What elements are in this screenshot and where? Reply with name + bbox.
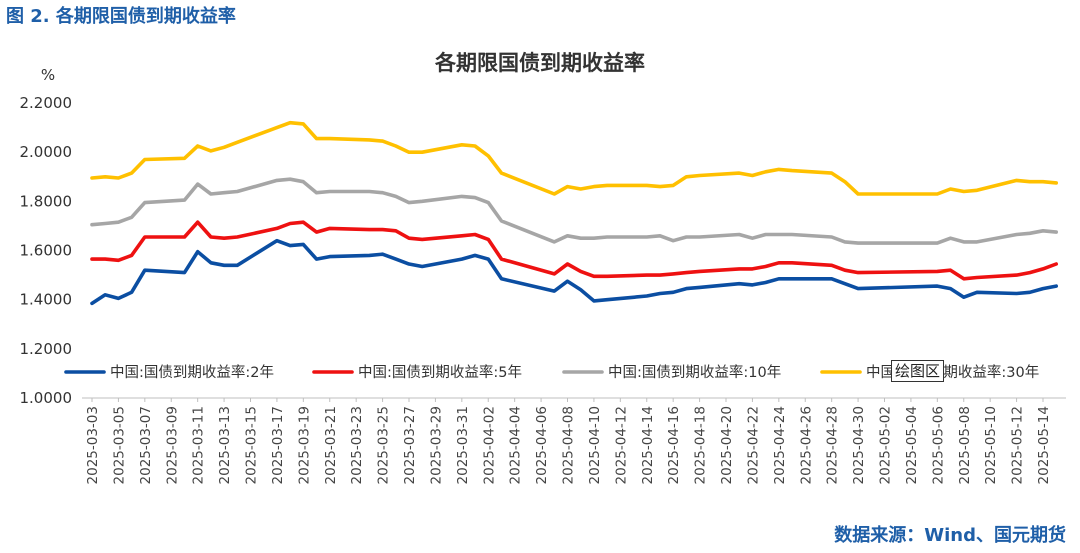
x-tick-label: 2025-05-12 <box>1010 406 1026 484</box>
x-tick-label: 2025-03-13 <box>217 406 233 484</box>
x-tick-label: 2025-05-06 <box>930 406 946 484</box>
legend: 中国:国债到期收益率:2年 中国:国债到期收益率:5年 中国:国债到期收益率:10年… <box>64 364 1039 381</box>
x-tick-label: 2025-03-07 <box>138 406 154 484</box>
x-tick-label: 2025-04-22 <box>745 406 761 484</box>
x-tick-label: 2025-03-31 <box>455 406 471 484</box>
x-tick-label: 2025-03-11 <box>191 406 207 484</box>
plot-area-tooltip: 绘图区 <box>891 360 945 382</box>
y-tick-label: 1.4000 <box>20 291 73 309</box>
x-tick-label: 2025-05-14 <box>1036 406 1052 484</box>
y-tick-label: 1.0000 <box>20 389 73 407</box>
x-tick-label: 2025-04-30 <box>851 406 867 484</box>
x-tick-label: 2025-04-26 <box>798 406 814 484</box>
x-tick-label: 2025-04-12 <box>613 406 629 484</box>
x-tick-label: 2025-04-02 <box>481 406 497 484</box>
x-tick-label: 2025-03-25 <box>376 406 392 484</box>
series-line-0 <box>90 238 1058 306</box>
series-lines <box>90 120 1058 306</box>
x-axis: 2025-03-03 2025-03-05 2025-03-07 2025-03-09… <box>85 398 1052 484</box>
x-tick-label: 2025-04-18 <box>693 406 709 484</box>
x-tick-label: 2025-04-20 <box>719 406 735 484</box>
x-tick-label: 2025-03-29 <box>428 406 444 484</box>
x-tick-label: 2025-04-14 <box>640 406 656 484</box>
figure-caption: 图 2. 各期限国债到期收益率 <box>6 6 236 27</box>
x-tick-label: 2025-04-06 <box>534 406 550 484</box>
x-tick-label: 2025-03-03 <box>85 406 101 484</box>
x-tick-label: 2025-03-17 <box>270 406 286 484</box>
y-axis: 2.2000 2.0000 1.8000 1.6000 1.4000 1.2000 1.00… <box>20 94 73 407</box>
x-tick-label: 2025-03-27 <box>402 406 418 484</box>
x-tick-label: 2025-05-02 <box>878 406 894 484</box>
series-line-2 <box>90 177 1058 245</box>
series-line-3 <box>90 120 1058 196</box>
series-line-1 <box>90 220 1058 281</box>
x-tick-label: 2025-03-15 <box>244 406 260 484</box>
legend-label-0: 中国:国债到期收益率:2年 <box>110 364 274 381</box>
x-tick-label: 2025-03-23 <box>349 406 365 484</box>
y-tick-label: 1.8000 <box>20 192 73 210</box>
chart-title: 各期限国债到期收益率 <box>434 51 645 75</box>
y-tick-label: 2.2000 <box>20 94 73 112</box>
x-tick-label: 2025-03-05 <box>111 406 127 484</box>
x-tick-label: 2025-03-21 <box>323 406 339 484</box>
source-note: 数据来源：Wind、国元期货 <box>834 525 1066 546</box>
y-tick-label: 1.6000 <box>20 242 73 260</box>
x-tick-label: 2025-05-04 <box>904 406 920 484</box>
x-tick-label: 2025-04-10 <box>587 406 603 484</box>
y-axis-unit-label: % <box>41 66 55 84</box>
x-tick-label: 2025-04-04 <box>508 406 524 484</box>
x-tick-label: 2025-03-09 <box>164 406 180 484</box>
x-tick-label: 2025-04-28 <box>825 406 841 484</box>
legend-label-1: 中国:国债到期收益率:5年 <box>358 364 522 381</box>
x-tick-label: 2025-05-10 <box>983 406 999 484</box>
y-tick-label: 2.0000 <box>20 143 73 161</box>
x-tick-label: 2025-05-08 <box>957 406 973 484</box>
x-tick-label: 2025-04-16 <box>666 406 682 484</box>
x-tick-label: 2025-04-08 <box>561 406 577 484</box>
y-tick-label: 1.2000 <box>20 340 73 358</box>
legend-label-2: 中国:国债到期收益率:10年 <box>608 364 781 381</box>
x-tick-label: 2025-04-24 <box>772 406 788 484</box>
x-tick-label: 2025-03-19 <box>296 406 312 484</box>
